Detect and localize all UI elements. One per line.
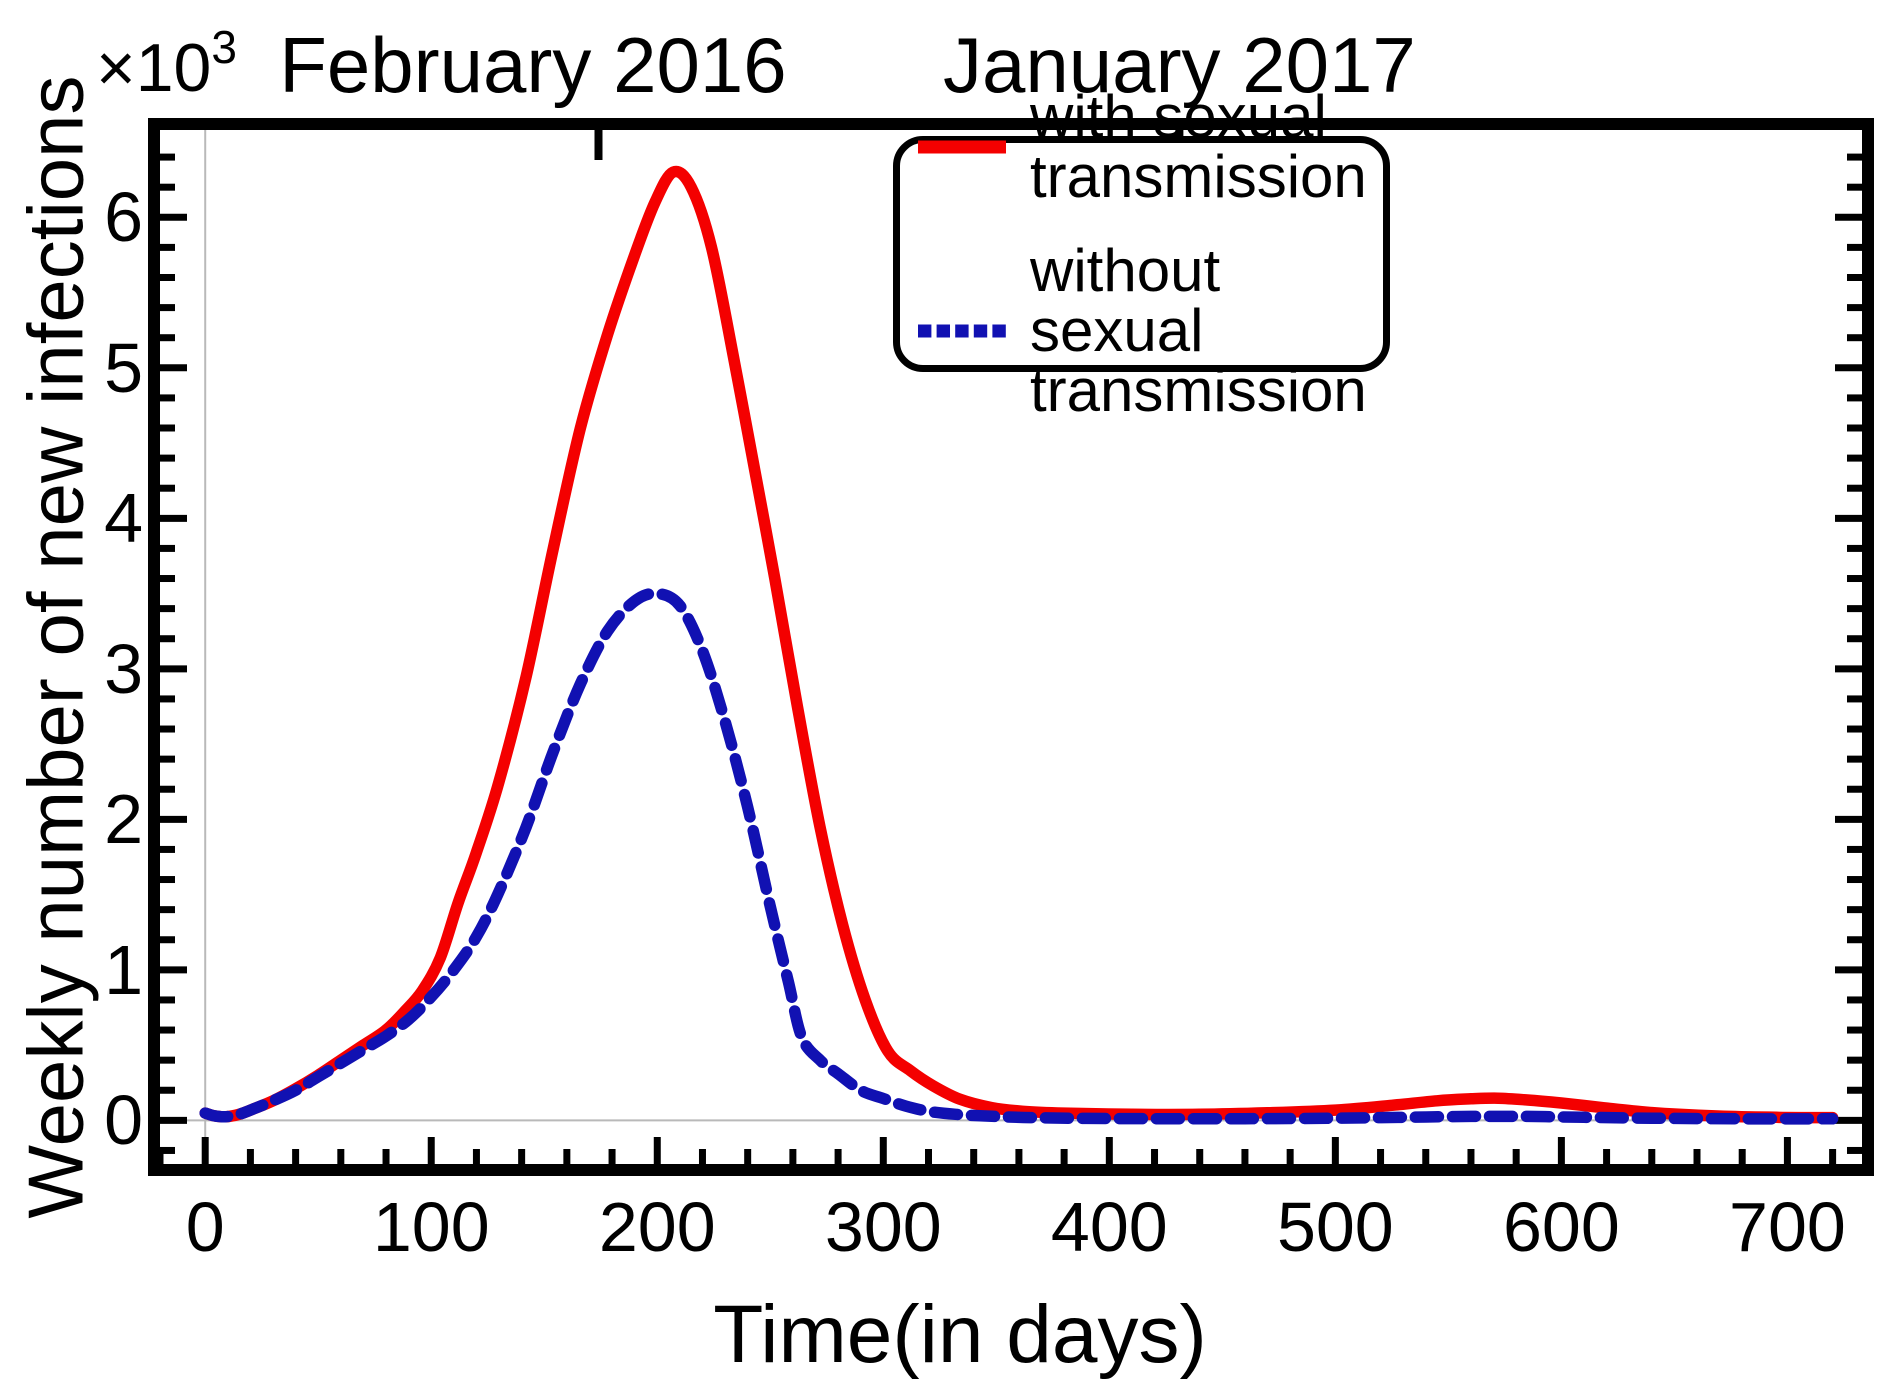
legend-line-sample	[918, 324, 1006, 338]
legend-line-sample	[918, 140, 1006, 154]
plot-frame	[148, 118, 1874, 1176]
x-axis-tick-label: 200	[598, 1188, 716, 1266]
legend-item: with sexual transmission	[918, 87, 1383, 207]
y-axis-tick-label: 3	[104, 629, 143, 708]
legend-item: without sexual transmission	[918, 241, 1383, 421]
y-axis-multiplier: ×103	[96, 20, 237, 107]
y-axis-multiplier-exponent: 3	[211, 21, 237, 73]
legend-label: with sexual transmission	[1030, 83, 1367, 210]
y-axis-multiplier-base: ×10	[96, 30, 212, 106]
y-axis-tick-label: 6	[104, 178, 143, 257]
x-axis-tick-label: 500	[1276, 1188, 1394, 1266]
legend: with sexual transmission without sexual t…	[893, 87, 1390, 421]
x-axis-tick-label: 400	[1050, 1188, 1168, 1266]
x-axis-title: Time(in days)	[713, 1289, 1207, 1380]
date-annotation-label: February 2016	[279, 21, 787, 109]
y-axis-tick-label: 2	[104, 780, 143, 859]
y-axis-tick-label: 0	[104, 1081, 143, 1160]
legend-label: without sexual transmission	[1030, 237, 1367, 424]
y-axis-tick-label: 1	[104, 930, 143, 1009]
x-axis-tick-label: 700	[1729, 1188, 1846, 1266]
date-annotation-label: January 2017	[943, 21, 1416, 109]
x-axis-tick-label: 300	[824, 1188, 942, 1266]
x-axis-tick-label: 100	[372, 1188, 490, 1266]
y-axis-tick-label: 5	[104, 328, 143, 407]
x-axis-tick-label: 0	[185, 1188, 225, 1266]
x-axis-tick-label: 600	[1502, 1188, 1620, 1266]
y-axis-tick-label: 4	[104, 479, 143, 558]
series-curve-without-sexual-transmission	[199, 587, 1839, 1125]
